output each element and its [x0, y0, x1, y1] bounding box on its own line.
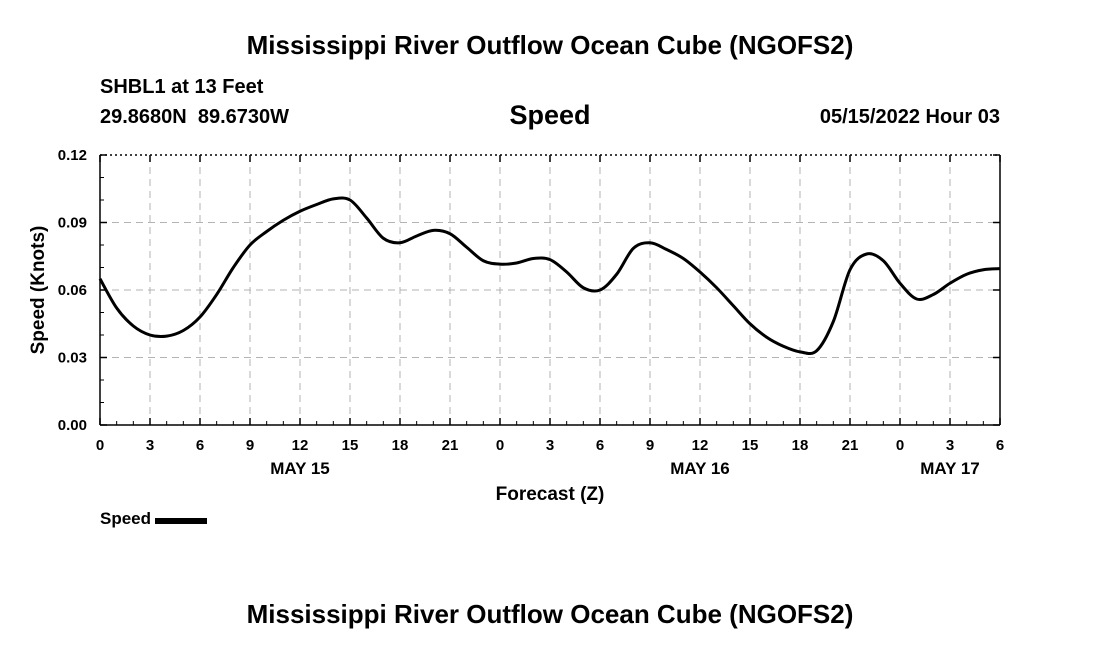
x-tick-label: 21: [842, 437, 859, 454]
station-label: SHBL1 at 13 Feet: [100, 76, 264, 98]
x-tick-label: 0: [96, 437, 104, 454]
coordinates-label: 29.8680N 89.6730W: [100, 106, 290, 128]
x-tick-label: 0: [896, 437, 904, 454]
speed-chart: 0 3 6 9 12 15 18 21 0 3 6 9 12 15 18 21 0 3 6 0.00 0.03 0.06 0…: [28, 147, 1004, 505]
x-tick-label: 3: [146, 437, 154, 454]
y-tick-label: 0.09: [58, 215, 87, 232]
day-label: MAY 15: [270, 459, 330, 478]
x-tick-label: 18: [392, 437, 409, 454]
day-label: MAY 16: [670, 459, 730, 478]
y-tick-label: 0.12: [58, 147, 87, 164]
y-tick-label: 0.06: [58, 282, 87, 299]
x-axis-title: Forecast (Z): [496, 484, 605, 505]
chart-title: Mississippi River Outflow Ocean Cube (NG…: [246, 30, 854, 60]
x-tick-label: 12: [692, 437, 709, 454]
y-tick-label: 0.00: [58, 417, 87, 434]
x-tick-label: 15: [742, 437, 759, 454]
x-tick-label: 3: [546, 437, 554, 454]
x-tick-label: 18: [792, 437, 809, 454]
x-tick-label: 15: [342, 437, 359, 454]
day-label: MAY 17: [920, 459, 980, 478]
speed-series-line: [98, 196, 1001, 356]
forecast-date: 05/15/2022 Hour 03: [819, 106, 1000, 128]
legend-label: Speed: [100, 509, 152, 528]
panel-title: Speed: [509, 100, 591, 130]
x-tick-label: 21: [442, 437, 459, 454]
x-tick-label: 9: [246, 437, 254, 454]
y-tick-label: 0.03: [58, 350, 87, 367]
y-axis-title: Speed (Knots): [28, 226, 49, 355]
x-tick-label: 6: [596, 437, 604, 454]
legend: Speed: [100, 509, 208, 529]
legend-swatch: [155, 517, 208, 524]
x-tick-label: 6: [996, 437, 1004, 454]
x-tick-label: 3: [946, 437, 954, 454]
footer-title: Mississippi River Outflow Ocean Cube (NG…: [246, 599, 854, 629]
x-tick-label: 0: [496, 437, 504, 454]
x-tick-label: 9: [646, 437, 654, 454]
x-tick-label: 12: [292, 437, 309, 454]
x-tick-label: 6: [196, 437, 204, 454]
